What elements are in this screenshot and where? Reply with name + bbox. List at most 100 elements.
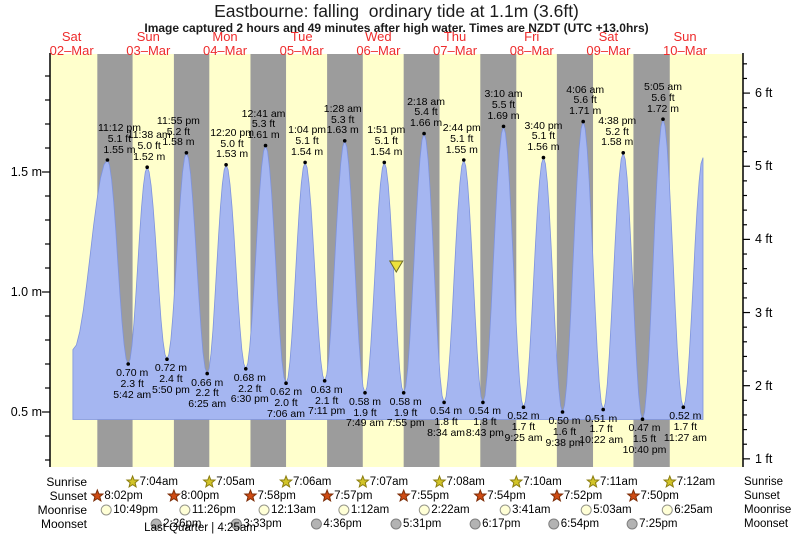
high-tide-label: 5:05 am 5.6 ft 1.72 m — [644, 81, 682, 115]
moonrise-time: 12:13am — [271, 503, 316, 516]
moonset-time: 2:26pm — [163, 517, 202, 530]
sunrise-row-label-left: Sunrise — [46, 475, 87, 489]
current-tide-marker — [388, 260, 404, 273]
sunset-star-icon — [396, 488, 411, 503]
y-axis-label-ft: 3 ft — [755, 305, 773, 320]
moonrise-icon — [179, 504, 191, 516]
sunset-time: 7:52pm — [563, 489, 603, 502]
low-tide-label: 0.51 m 1.7 ft 10:22 am — [579, 412, 624, 447]
tide-extremum-dot — [145, 165, 149, 169]
tide-extremum-dot — [165, 357, 169, 362]
tide-extremum-dot — [105, 158, 110, 162]
low-tide-label: 0.63 m 2.1 ft 7:11 pm — [308, 383, 346, 418]
moonset-icon — [230, 518, 242, 530]
tide-extremum-dot — [243, 367, 248, 371]
sunset-star-icon — [90, 488, 105, 503]
chart-title: Eastbourne: falling ordinary tide at 1.1… — [214, 1, 579, 21]
sunrise-time: 7:11am — [600, 475, 638, 488]
tide-extremum-dot — [560, 410, 565, 414]
high-tide-label: 4:06 am 5.6 ft 1.71 m — [566, 83, 605, 118]
day-header: Sat 09–Mar — [586, 29, 631, 58]
low-tide-label: 0.62 m 2.0 ft 7:06 am — [267, 386, 305, 420]
moonrise-row-label-right: Moonrise — [744, 504, 792, 516]
high-tide-label: 1:04 pm 5.1 ft 1.54 m — [288, 124, 327, 158]
tide-extremum-dot — [461, 158, 466, 162]
moonrise-time: 11:26pm — [191, 503, 236, 516]
low-tide-label: 0.54 m 1.8 ft 8:34 am — [427, 405, 466, 439]
low-tide-label: 0.52 m 1.7 ft 11:27 am — [663, 410, 707, 444]
sunrise-star-icon — [432, 474, 447, 489]
low-tide-label: 0.52 m 1.7 ft 9:25 am — [504, 410, 543, 444]
sunset-star-icon — [243, 488, 258, 503]
y-axis-label-m: 1.5 m — [10, 165, 42, 179]
moonrise-icon — [258, 504, 270, 516]
high-tide-label: 12:41 am 5.3 ft 1.61 m — [241, 107, 286, 142]
day-header: Mon 04–Mar — [202, 29, 248, 58]
sunrise-star-icon — [202, 474, 217, 489]
tide-curve — [72, 117, 704, 421]
moonrise-icon — [499, 504, 511, 516]
high-tide-label: 12:20 pm 5.0 ft 1.53 m — [210, 126, 254, 161]
low-tide-label: 0.54 m 1.8 ft 8:43 pm — [465, 405, 504, 439]
tide-extremum-dot — [401, 391, 406, 395]
sunrise-row-label-right: Sunrise — [744, 476, 783, 488]
sunset-time: 7:54pm — [487, 489, 526, 502]
low-tide-label: 0.47 m 1.5 ft 10:40 pm — [622, 422, 667, 456]
sunrise-time: 7:10am — [523, 475, 562, 488]
sunrise-time: 7:06am — [293, 475, 332, 488]
sunrise-star-icon — [585, 474, 600, 489]
sunrise-time: 7:07am — [369, 475, 409, 488]
sunset-time: 7:58pm — [257, 489, 296, 502]
tide-extremum-dot — [382, 160, 387, 165]
sunset-star-icon — [473, 488, 488, 503]
y-axis-label-ft: 2 ft — [755, 378, 773, 393]
sunrise-star-icon — [278, 474, 294, 489]
moonrise-time: 1:12am — [350, 503, 390, 516]
moonset-time: 5:31pm — [403, 517, 442, 530]
tide-extremum-dot — [184, 151, 189, 155]
moonrise-icon — [661, 504, 673, 516]
sunset-time: 7:57pm — [334, 489, 373, 502]
moon-phase-label: Last Quarter | 4:25am — [144, 522, 256, 534]
high-tide-label: 11:55 pm 5.2 ft 1.58 m — [156, 114, 200, 149]
sunset-star-icon — [626, 488, 641, 503]
moonset-time: 4:36pm — [323, 517, 362, 530]
moonrise-time: 6:25am — [674, 503, 713, 516]
high-tide-label: 2:18 am 5.4 ft 1.66 m — [407, 95, 446, 130]
moonset-icon — [548, 518, 560, 530]
moonrise-time: 3:41am — [512, 503, 551, 516]
sunset-row-label-right: Sunset — [744, 490, 780, 502]
sunrise-star-icon — [662, 474, 677, 489]
low-tide-label: 0.72 m 2.4 ft 5:50 pm — [151, 362, 190, 396]
sunset-time: 7:55pm — [410, 489, 450, 502]
tide-extremum-dot — [481, 400, 485, 405]
sunrise-time: 7:04am — [139, 475, 178, 488]
sunrise-time: 7:08am — [446, 475, 485, 488]
moonset-icon — [150, 518, 162, 530]
moonset-time: 6:54pm — [560, 517, 600, 530]
y-axis-label-ft: 1 ft — [755, 451, 773, 466]
y-axis-label-ft: 4 ft — [755, 232, 773, 247]
moonset-row-label-left: Moonset — [40, 517, 87, 531]
tide-extremum-dot — [681, 405, 686, 410]
high-tide-label: 11:12 pm 5.1 ft 1.55 m — [97, 122, 141, 156]
tide-extremum-dot — [521, 405, 526, 410]
tide-extremum-dot — [501, 124, 506, 129]
sunset-row-label-left: Sunset — [49, 489, 87, 503]
high-tide-label: 1:51 pm 5.1 ft 1.54 m — [367, 124, 406, 158]
day-header: Fri 08–Mar — [509, 29, 554, 58]
tide-extremum-dot — [322, 379, 327, 383]
moonset-row-label-right: Moonset — [744, 518, 789, 530]
high-tide-label: 1:28 am 5.3 ft 1.63 m — [323, 102, 362, 137]
tide-extremum-dot — [263, 143, 268, 148]
moonset-time: 6:17pm — [482, 517, 521, 530]
day-header: Sun 03–Mar — [126, 29, 171, 58]
day-header: Sat 02–Mar — [49, 29, 94, 58]
sunrise-time: 7:05am — [216, 475, 255, 488]
y-axis-label-m: 0.5 m — [10, 405, 42, 419]
tide-extremum-dot — [541, 155, 546, 160]
sunset-star-icon — [320, 488, 335, 503]
moonrise-row-label-left: Moonrise — [37, 503, 87, 517]
high-tide-label: 4:38 pm 5.2 ft 1.58 m — [598, 114, 637, 149]
